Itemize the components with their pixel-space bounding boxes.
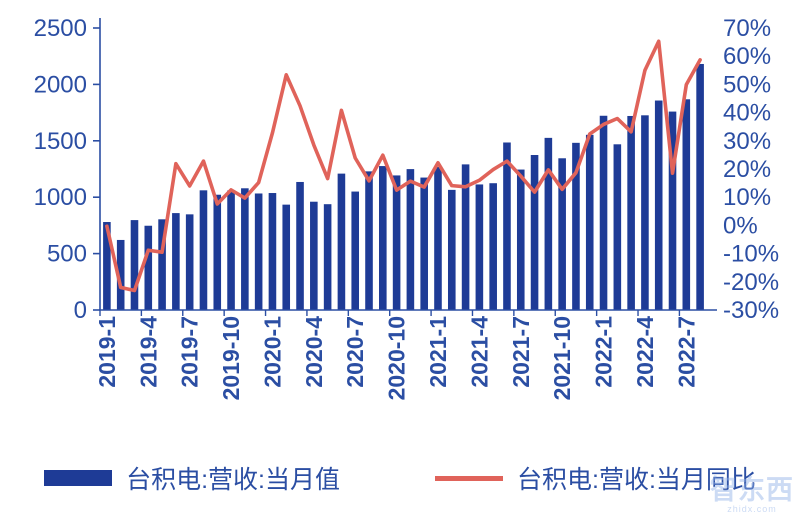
x-axis-tick-label: 2019-4	[135, 316, 161, 388]
revenue-bar	[130, 220, 139, 310]
revenue-bar	[489, 183, 497, 310]
revenue-bar	[461, 164, 470, 310]
revenue-bar	[158, 219, 166, 310]
revenue-bar	[254, 193, 263, 310]
revenue-bar	[172, 213, 180, 310]
y-axis-right-tick-label: -30%	[723, 297, 779, 324]
revenue-bar	[682, 99, 691, 310]
revenue-bar	[310, 201, 318, 310]
revenue-bar	[475, 184, 484, 310]
line-series-label: 台积电:营收:当月同比	[517, 466, 756, 494]
revenue-bar	[337, 173, 346, 310]
revenue-bar	[447, 189, 456, 310]
x-axis-tick-label: 2022-1	[591, 316, 617, 388]
y-axis-right-tick-label: -10%	[723, 241, 779, 268]
bar-series-swatch	[44, 470, 113, 486]
x-axis-tick-label: 2019-7	[177, 316, 203, 388]
x-axis-tick-label: 2020-10	[384, 316, 410, 400]
revenue-bar	[599, 115, 608, 310]
revenue-bar	[323, 204, 332, 310]
y-axis-right-tick-label: -20%	[723, 269, 779, 296]
revenue-bar	[296, 181, 304, 310]
revenue-bar	[365, 171, 373, 310]
line-series-swatch	[435, 475, 503, 481]
y-axis-right-tick-label: 20%	[723, 156, 771, 183]
revenue-bar	[199, 190, 208, 310]
revenue-bar	[420, 177, 428, 310]
revenue-bar	[668, 111, 677, 310]
revenue-bar	[185, 214, 194, 310]
y-axis-left-tick-label: 1500	[34, 128, 87, 155]
legend-item-yoy: 台积电:营收:当月同比	[435, 460, 756, 496]
revenue-bar	[406, 169, 415, 310]
revenue-bar	[351, 191, 360, 310]
chart-legend: 台积电:营收:当月值 台积电:营收:当月同比	[0, 448, 800, 508]
revenue-bar	[613, 144, 622, 310]
x-axis-tick-label: 2021-10	[549, 316, 575, 400]
revenue-bar	[392, 175, 401, 310]
revenue-bar	[213, 194, 222, 310]
y-axis-right-tick-label: 30%	[723, 128, 771, 155]
revenue-bar	[241, 188, 249, 310]
revenue-bar	[144, 225, 153, 310]
revenue-bar	[544, 137, 553, 310]
x-axis-tick-label: 2021-4	[466, 316, 492, 388]
x-axis-tick-label: 2021-7	[508, 316, 534, 388]
revenue-bar	[530, 155, 539, 310]
y-axis-left-tick-label: 2500	[34, 15, 87, 42]
y-axis-right-tick-label: 60%	[723, 43, 771, 70]
revenue-bar	[434, 166, 442, 310]
revenue-bar	[516, 169, 525, 310]
revenue-bar	[585, 134, 594, 310]
revenue-bar	[282, 204, 291, 310]
y-axis-right-tick-label: 70%	[723, 15, 771, 42]
y-axis-left-tick-label: 500	[47, 241, 87, 268]
y-axis-left-tick-label: 1000	[34, 184, 87, 211]
y-axis-right-tick-label: 10%	[723, 184, 771, 211]
revenue-bar	[696, 63, 704, 311]
revenue-bar	[268, 193, 277, 310]
revenue-bar	[227, 190, 235, 310]
revenue-bar	[627, 115, 635, 310]
x-axis-tick-label: 2020-1	[259, 316, 285, 388]
revenue-bar	[654, 100, 663, 310]
y-axis-right-tick-label: 40%	[723, 100, 771, 127]
revenue-bar	[379, 166, 387, 310]
revenue-bar	[103, 222, 111, 310]
revenue-bar	[572, 142, 580, 310]
x-axis-tick-label: 2021-1	[425, 316, 451, 388]
legend-item-revenue: 台积电:营收:当月值	[44, 460, 340, 496]
y-axis-right-tick-label: 0%	[723, 212, 758, 239]
y-axis-left-tick-label: 0	[74, 297, 87, 324]
x-axis-tick-label: 2022-4	[632, 316, 658, 388]
bar-series-label: 台积电:营收:当月值	[126, 466, 340, 494]
y-axis-left-tick-label: 2000	[34, 71, 87, 98]
y-axis-right-tick-label: 50%	[723, 71, 771, 98]
revenue-bar	[503, 142, 511, 310]
x-axis-tick-label: 2022-7	[673, 316, 699, 388]
revenue-bar	[558, 158, 566, 310]
x-axis-tick-label: 2019-10	[218, 316, 244, 400]
x-axis-tick-label: 2020-4	[301, 316, 327, 388]
revenue-yoy-chart: 0 500 1000 1500 2000 2500 -30%-20%-10%0%10%20%…	[34, 15, 779, 400]
x-axis-tick-label: 2020-7	[342, 316, 368, 388]
yoy-line	[105, 39, 702, 293]
revenue-bar	[641, 115, 649, 310]
revenue-bar	[116, 239, 125, 310]
x-axis-tick-label: 2019-1	[94, 316, 120, 388]
